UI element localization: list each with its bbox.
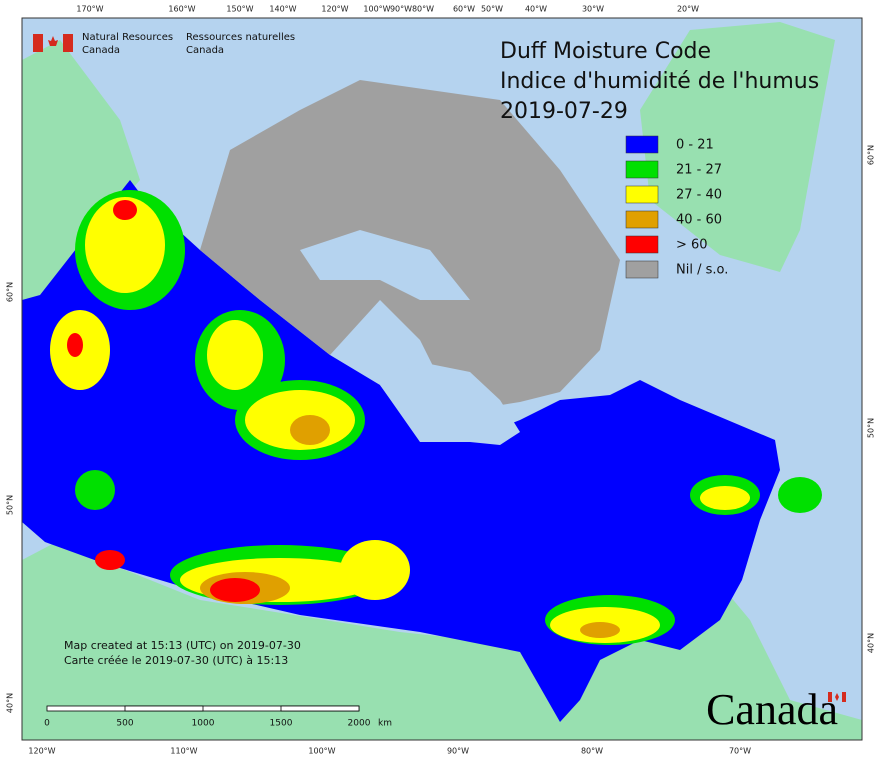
title: Duff Moisture Code Indice d'humidité de … [500, 39, 819, 124]
scale-label: 0 [44, 719, 50, 729]
title-line: Indice d'humidité de l'humus [500, 69, 819, 94]
lon-label: 40°W [525, 5, 547, 14]
scale-label: 1500 [270, 719, 293, 729]
legend-label: > 60 [676, 238, 708, 253]
legend-label: 27 - 40 [676, 188, 722, 203]
lat-label: 40°N [6, 693, 15, 713]
note: Carte créée le 2019-07-30 (UTC) à 15:13 [64, 654, 288, 667]
lon-label: 20°W [677, 5, 699, 14]
lat-label: 60°N [6, 282, 15, 302]
lon-label: 70°W [729, 747, 751, 756]
note: Map created at 15:13 (UTC) on 2019-07-30 [64, 639, 301, 652]
scale-label: 1000 [192, 719, 215, 729]
legend-label: Nil / s.o. [676, 263, 728, 278]
land-alaska [22, 40, 140, 300]
lon-label: 120°W [321, 5, 348, 14]
lon-label: 50°W [481, 5, 503, 14]
dmc-patches [50, 190, 822, 645]
title-line: Duff Moisture Code [500, 39, 711, 64]
legend-swatch [625, 160, 659, 179]
lon-label: 100°W [308, 747, 335, 756]
lon-label: 60°W [453, 5, 475, 14]
legend-swatch [625, 260, 659, 279]
legend-swatch [625, 135, 659, 154]
hudson-bay [380, 362, 520, 445]
legend-swatch [625, 210, 659, 229]
lon-label: 80°W [581, 747, 603, 756]
lon-label: 170°W [76, 5, 103, 14]
lon-label: 100°W [363, 5, 390, 14]
wordmark-flag [828, 692, 846, 702]
scale-label: 500 [116, 719, 133, 729]
map-body [22, 18, 862, 740]
lat-label: 50°N [867, 418, 876, 438]
map-frame [21, 17, 863, 741]
legend-label: 21 - 27 [676, 163, 722, 178]
agency-en: Natural Resources [82, 32, 173, 43]
lon-label: 160°W [168, 5, 195, 14]
lat-label: 50°N [6, 495, 15, 515]
legend-swatch [625, 235, 659, 254]
scale-label: 2000 [348, 719, 371, 729]
lat-label: 60°N [867, 145, 876, 165]
legend-label: 40 - 60 [676, 213, 722, 228]
agency-en: Canada [82, 45, 120, 56]
lon-label: 110°W [170, 747, 197, 756]
lat-label: 40°N [867, 633, 876, 653]
land-greenland [640, 22, 835, 272]
header: Natural Resources Canada Ressources natu… [33, 32, 295, 56]
notes: Map created at 15:13 (UTC) on 2019-07-30… [64, 639, 301, 667]
graticule-labels: 170°W 160°W 150°W 140°W 120°W 100°W 90°W 80°W 60… [6, 5, 876, 756]
agency-fr: Canada [186, 45, 224, 56]
legend-swatch [625, 185, 659, 204]
lon-label: 140°W [269, 5, 296, 14]
agency-fr: Ressources naturelles [186, 32, 295, 43]
scale-bar: 0 500 1000 1500 2000 km [44, 705, 392, 729]
lon-label: 30°W [582, 5, 604, 14]
lon-label: 120°W [28, 747, 55, 756]
scale-unit: km [378, 719, 392, 729]
lon-label: 90°W [390, 5, 412, 14]
legend: 0 - 21 21 - 27 27 - 40 40 - 60 > 60 Nil / s.o… [625, 135, 728, 279]
wordmark: Canada [706, 685, 838, 734]
lon-label: 80°W [412, 5, 434, 14]
lon-label: 150°W [226, 5, 253, 14]
lon-label: 90°W [447, 747, 469, 756]
title-line: 2019-07-29 [500, 99, 628, 124]
legend-label: 0 - 21 [676, 138, 714, 153]
arctic-channels [300, 230, 470, 300]
